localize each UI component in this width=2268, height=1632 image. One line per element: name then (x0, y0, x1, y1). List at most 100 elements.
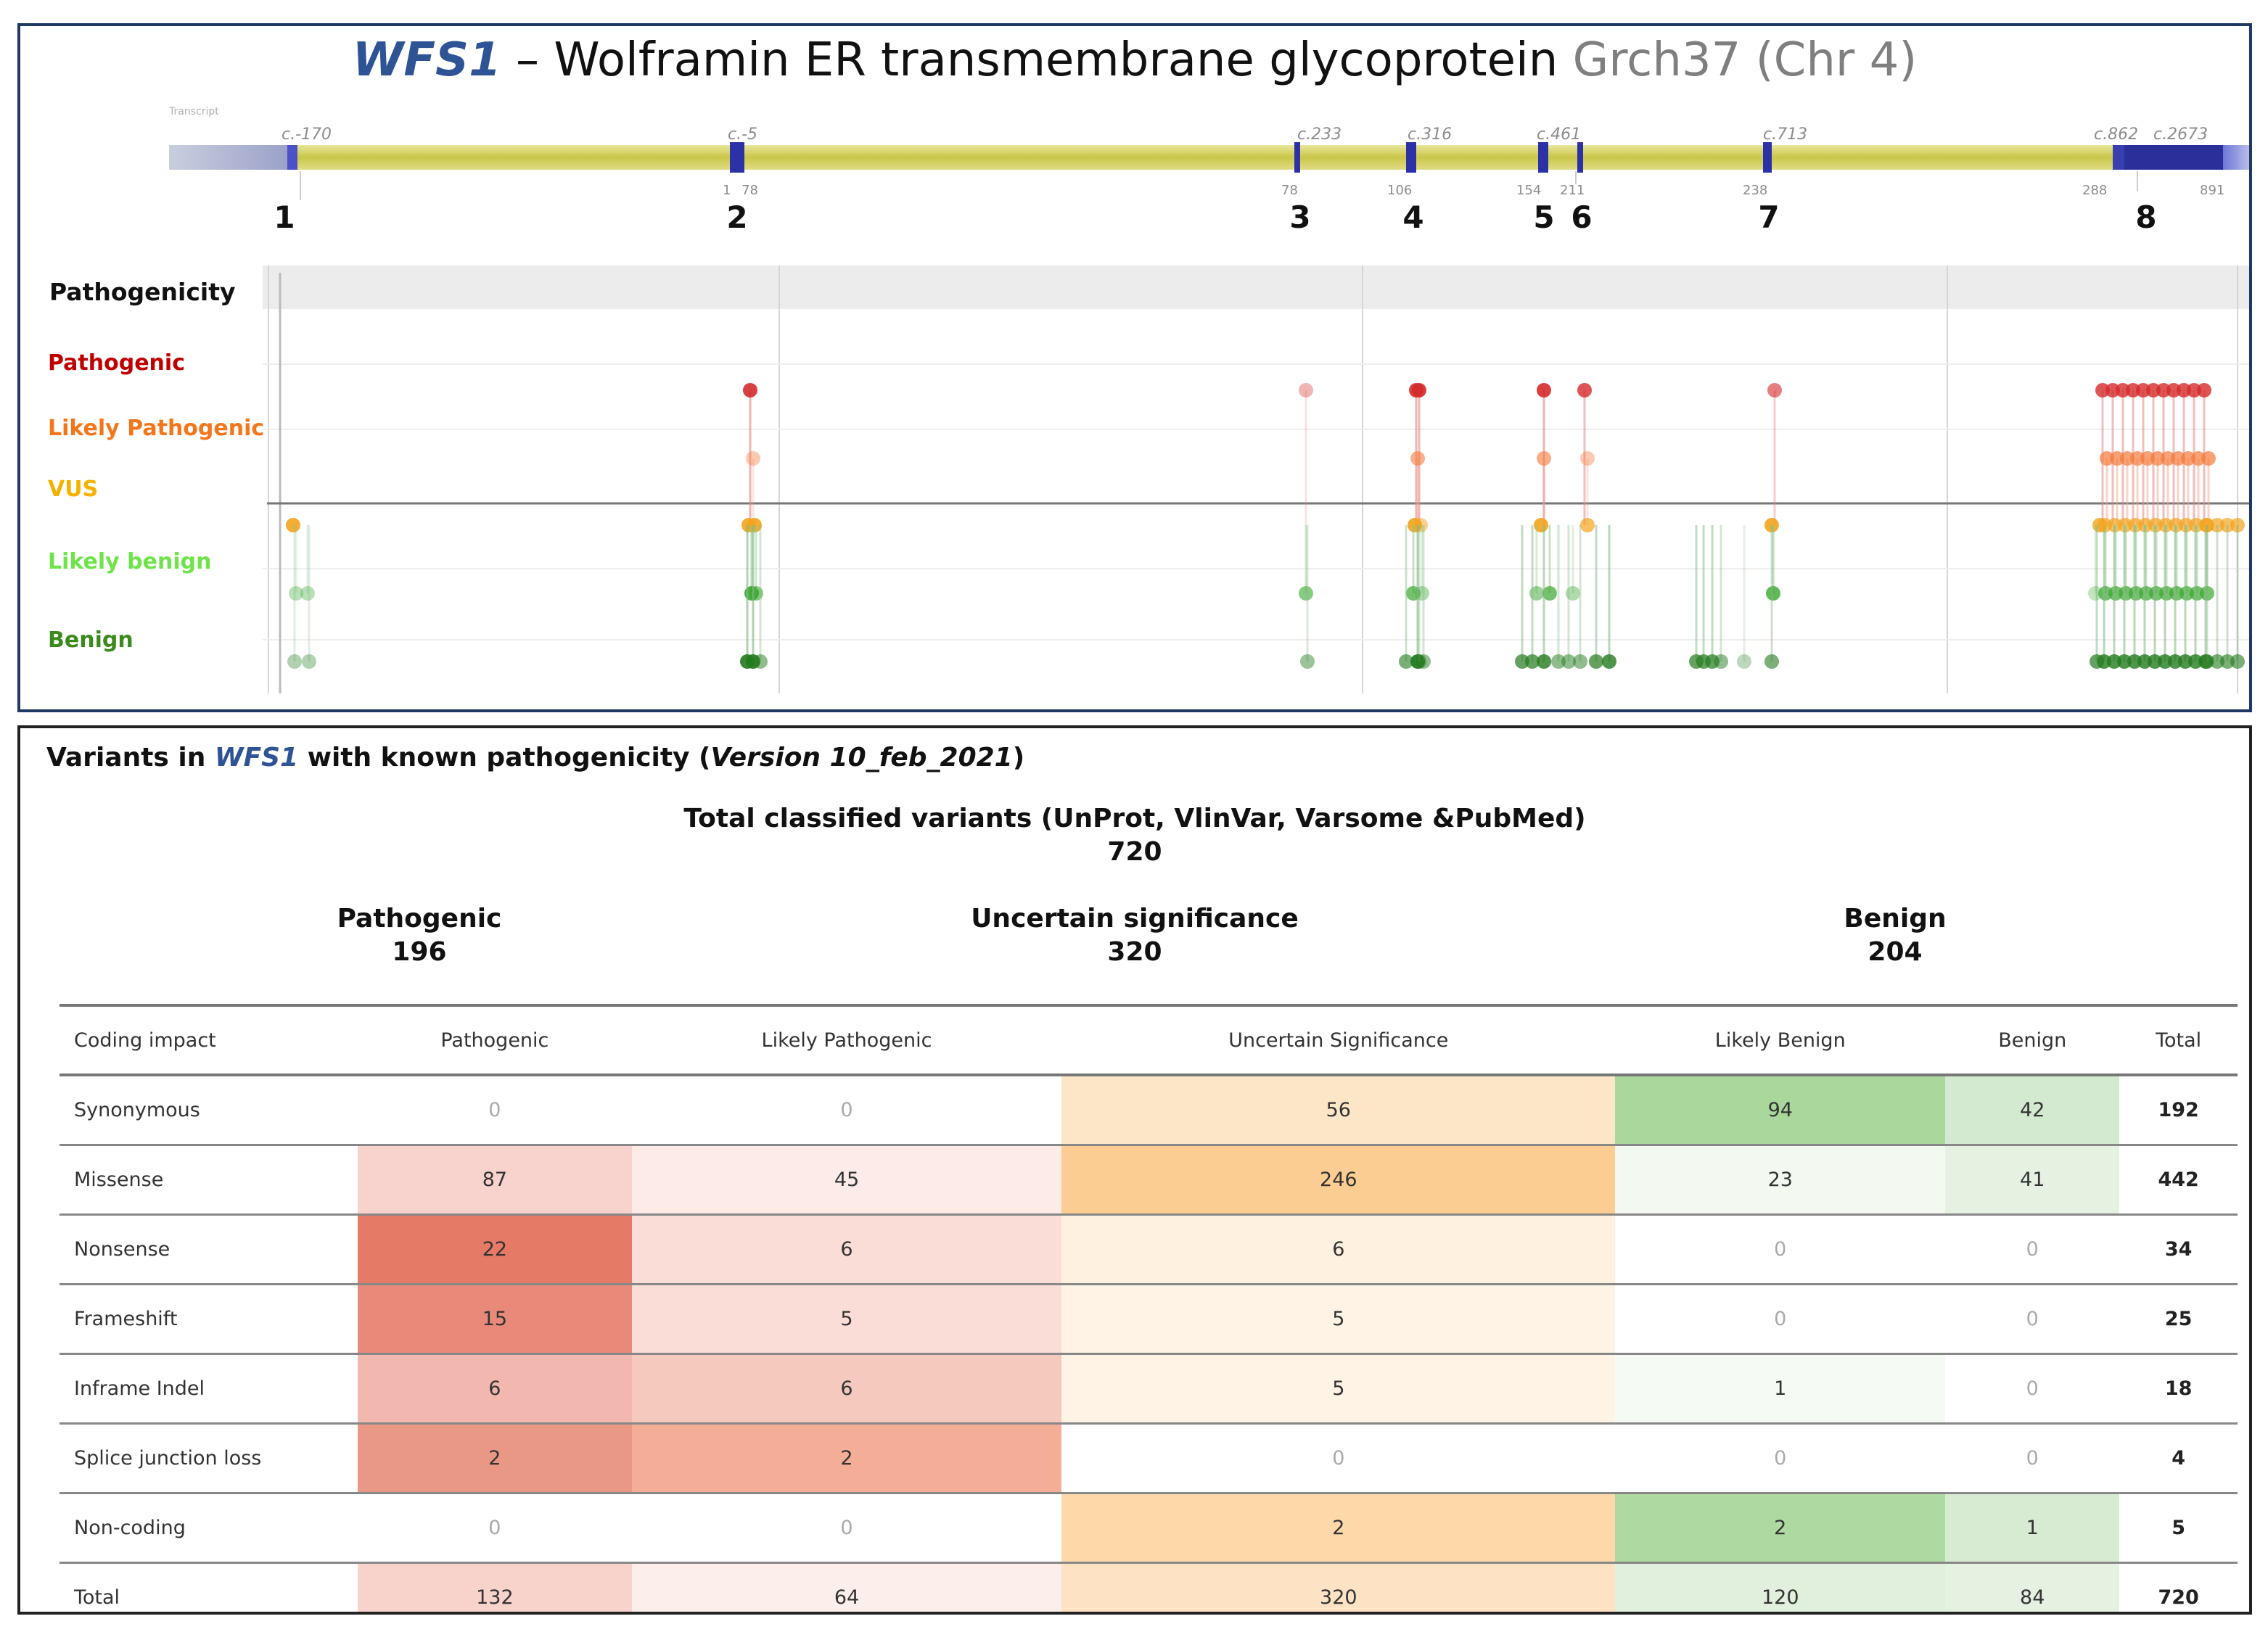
table-cell: 6 (1061, 1214, 1616, 1285)
heading-middle: with known pathogenicity ( (298, 743, 711, 772)
exon-number: 8 (2135, 199, 2156, 235)
variant-dot (2191, 451, 2206, 466)
variant-dot (753, 654, 768, 669)
exon8-block-b (2124, 145, 2223, 170)
table-cell: 0 (631, 1493, 1062, 1564)
row-label: Frameshift (59, 1284, 358, 1355)
row-label: Missense (59, 1145, 358, 1216)
table-cell: 25 (2119, 1284, 2238, 1355)
variant-dot (2230, 518, 2245, 532)
variant-dot (2116, 383, 2130, 397)
variant-dot (1551, 654, 1566, 669)
exon8-block-a (2113, 145, 2124, 170)
cdna-label: c.713 (1763, 125, 1807, 144)
table-cell: 1 (1945, 1493, 2120, 1564)
table-cell: 6 (358, 1353, 632, 1425)
variant-dot (2188, 654, 2203, 669)
table-cell: 23 (1615, 1145, 1946, 1216)
variant-dot (2230, 654, 2245, 669)
variant-dot (2201, 451, 2216, 466)
table-cell: 0 (1615, 1423, 1946, 1494)
group-benign: Benign 204 (1677, 902, 2113, 969)
table-cell: 94 (1615, 1075, 1946, 1146)
table-cell: 15 (358, 1284, 632, 1355)
table-cell: 0 (1945, 1353, 2120, 1425)
variant-dot (2098, 586, 2113, 601)
variant-dot (2095, 383, 2110, 397)
group-pathogenic: Pathogenic 196 (202, 902, 637, 969)
variant-dot (2187, 383, 2201, 397)
variant-dot (2166, 383, 2181, 397)
variant-lollipops (286, 383, 2245, 669)
variant-dot (1299, 383, 1313, 397)
table-cell: 42 (1945, 1075, 2120, 1146)
exon-6 (1577, 142, 1583, 173)
cdna-label: c.461 (1537, 125, 1581, 144)
row-label-pathogenic: Pathogenic (48, 350, 185, 376)
aa-ticks (300, 171, 2138, 200)
exon-4 (1406, 142, 1416, 173)
variant-dot (2197, 383, 2211, 397)
row-labels: Pathogenic Likely Pathogenic VUS Likely … (48, 350, 264, 653)
table-cell: 34 (2119, 1214, 2238, 1285)
exon-number: 1 (274, 199, 295, 235)
variant-dot (1300, 654, 1315, 669)
table-cell: 18 (2119, 1353, 2238, 1425)
row-label: Nonsense (59, 1214, 358, 1285)
table-cell: 5 (1061, 1284, 1616, 1355)
variant-dot (1764, 518, 1779, 532)
gene-body (169, 145, 2249, 170)
exon-5 (1538, 142, 1548, 173)
variant-dot (2178, 654, 2193, 669)
utr-3prime (2223, 145, 2249, 170)
cdna-label: c.2673 (2153, 125, 2208, 144)
variant-dot (2117, 654, 2132, 669)
table-cell: 0 (1945, 1214, 2120, 1285)
variant-dot (2092, 518, 2107, 532)
table-cell: 0 (1615, 1214, 1946, 1285)
pathogenicity-header: Pathogenicity (49, 278, 235, 306)
variant-dot (286, 518, 300, 532)
table-cell: 0 (1945, 1423, 2120, 1494)
group-uncertain: Uncertain significance 320 (917, 902, 1352, 969)
title-build: Grch37 (Chr 4) (1558, 33, 1918, 87)
table-cell: 0 (1945, 1284, 2120, 1355)
variant-dot (2088, 586, 2103, 601)
exon-3 (1294, 142, 1300, 173)
variant-dot (2159, 586, 2174, 601)
plot-gridlines (263, 265, 2249, 693)
table-cell: 132 (358, 1562, 632, 1612)
track-label: Transcript (168, 106, 219, 118)
table-cell: 0 (358, 1493, 632, 1564)
variant-dot (2129, 586, 2143, 601)
variant-dot (2220, 518, 2235, 532)
variant-dot (2137, 654, 2152, 669)
variant-dot (2200, 518, 2214, 532)
table-row: Missense 87 45 246 23 41 442 (59, 1145, 2238, 1216)
title-gene: WFS1 (352, 33, 501, 87)
variant-dot (1714, 654, 1728, 669)
aa-label: 891 (2200, 183, 2224, 198)
table-cell: 720 (2119, 1562, 2238, 1612)
variants-heading: Variants in WFS1 with known pathogenicit… (46, 743, 1024, 772)
table-cell: 45 (631, 1145, 1062, 1216)
aa-label: 211 (1560, 183, 1585, 198)
table-cell: 87 (358, 1145, 632, 1216)
heading-prefix: Variants in (46, 743, 215, 772)
table-cell: 0 (1615, 1284, 1946, 1355)
table-cell: 56 (1061, 1075, 1616, 1146)
table-cell: 2 (358, 1423, 632, 1494)
variant-dot (302, 654, 316, 669)
variant-dot (1767, 383, 1782, 397)
title-protein: Wolframin ER transmembrane glycoprotein (554, 33, 1558, 87)
intron-track (290, 145, 2113, 170)
variant-dot (2156, 383, 2171, 397)
variant-dot (1737, 654, 1751, 669)
variant-dot (1566, 586, 1580, 601)
row-label: Total (59, 1562, 358, 1612)
variant-dot (1766, 586, 1780, 601)
row-label-likely-pathogenic: Likely Pathogenic (48, 416, 264, 441)
heading-version: Version 10_feb_2021 (710, 743, 1013, 772)
total-classified-value: 720 (1107, 837, 1162, 867)
exons (287, 142, 1772, 173)
